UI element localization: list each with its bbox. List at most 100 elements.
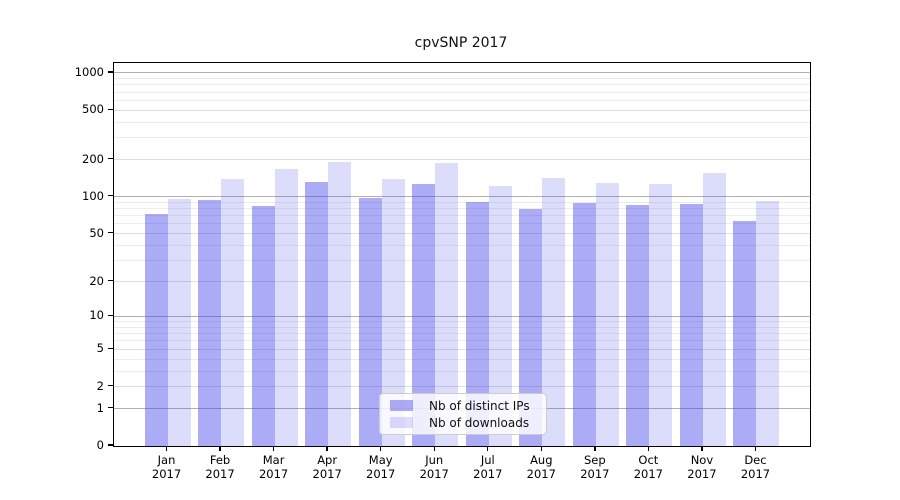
legend-swatch-downloads xyxy=(390,417,413,428)
legend-swatch-ips xyxy=(390,400,413,411)
year-label: 2017 xyxy=(580,467,610,481)
bar-apr-ips xyxy=(305,182,329,446)
x-tick-mark-jun xyxy=(433,446,435,451)
month-label: Nov xyxy=(690,453,714,467)
y-tick-mark-10 xyxy=(108,314,113,317)
year-label: 2017 xyxy=(151,467,182,481)
bar-may-downloads xyxy=(381,179,405,446)
gridline-2 xyxy=(114,386,810,388)
gridline-70 xyxy=(114,215,810,217)
bar-jul-downloads xyxy=(488,186,512,446)
x-tick-label-mar: Mar 2017 xyxy=(247,453,301,481)
bar-mar-downloads xyxy=(274,169,298,446)
x-tick-label-dec: Dec 2017 xyxy=(728,453,782,481)
gridline-200 xyxy=(114,159,810,161)
legend-row-downloads: Nb of downloads xyxy=(386,414,540,431)
bar-sep-downloads xyxy=(595,183,619,446)
bar-oct-ips xyxy=(626,205,650,446)
bar-jun-ips xyxy=(412,184,436,446)
y-tick-label-500: 500 xyxy=(82,102,104,117)
bar-may-ips xyxy=(358,197,382,446)
gridline-60 xyxy=(114,223,810,225)
x-tick-mark-oct xyxy=(647,446,650,451)
x-tick-mark-jan xyxy=(165,446,168,451)
y-tick-mark-5 xyxy=(108,347,113,349)
y-tick-mark-0 xyxy=(108,444,113,446)
gridline-8 xyxy=(114,326,810,328)
y-tick-label-20: 20 xyxy=(89,273,104,288)
bar-nov-ips xyxy=(679,203,703,446)
bar-feb-ips xyxy=(198,200,222,446)
x-tick-label-may: May 2017 xyxy=(354,453,408,481)
month-label: Aug xyxy=(530,453,553,467)
gridline-700 xyxy=(114,91,810,93)
y-tick-label-1000: 1000 xyxy=(74,64,104,79)
month-label: Jan xyxy=(157,453,176,467)
year-label: 2017 xyxy=(312,467,342,481)
year-label: 2017 xyxy=(258,467,289,481)
y-tick-label-200: 200 xyxy=(82,151,104,166)
gridlines-layer xyxy=(114,63,810,446)
month-label: Feb xyxy=(209,453,231,467)
bar-jan-ips xyxy=(144,213,168,446)
month-label: May xyxy=(368,453,393,467)
month-label: Jun xyxy=(425,453,444,467)
x-tick-mark-feb xyxy=(219,446,221,451)
x-tick-mark-jul xyxy=(487,446,489,451)
gridline-50 xyxy=(114,233,810,235)
gridline-600 xyxy=(114,99,810,101)
gridline-3 xyxy=(114,370,810,372)
year-label: 2017 xyxy=(205,467,235,481)
x-tick-mark-aug xyxy=(540,446,542,451)
legend-label-ips: Nb of distinct IPs xyxy=(429,398,530,413)
x-tick-label-aug: Aug 2017 xyxy=(514,453,568,481)
bar-apr-downloads xyxy=(328,162,352,446)
gridline-30 xyxy=(114,260,810,262)
x-tick-mark-mar xyxy=(272,446,275,451)
gridline-90 xyxy=(114,201,810,203)
month-label: Apr xyxy=(317,453,338,467)
y-tick-mark-1000 xyxy=(108,71,113,73)
gridline-10 xyxy=(114,315,810,317)
y-tick-mark-1 xyxy=(108,406,113,409)
y-tick-mark-100 xyxy=(108,195,113,197)
x-tick-label-sep: Sep 2017 xyxy=(568,453,622,481)
month-label: Sep xyxy=(584,453,606,467)
y-tick-label-2: 2 xyxy=(96,378,104,393)
x-tick-label-nov: Nov 2017 xyxy=(675,453,729,481)
gridline-4 xyxy=(114,358,810,360)
y-tick-mark-500 xyxy=(108,108,113,110)
year-label: 2017 xyxy=(419,467,449,481)
y-tick-mark-200 xyxy=(108,157,113,160)
x-tick-label-apr: Apr 2017 xyxy=(300,453,354,481)
x-tick-label-oct: Oct 2017 xyxy=(621,453,675,481)
month-label: Mar xyxy=(262,453,285,467)
year-label: 2017 xyxy=(633,467,664,481)
x-tick-mark-nov xyxy=(701,446,703,451)
year-label: 2017 xyxy=(687,467,717,481)
bar-sep-ips xyxy=(572,202,596,446)
y-tick-label-1: 1 xyxy=(96,400,104,415)
year-label: 2017 xyxy=(473,467,503,481)
bars-layer xyxy=(114,63,810,446)
year-label: 2017 xyxy=(526,467,556,481)
bar-aug-ips xyxy=(519,208,543,446)
gridline-40 xyxy=(114,244,810,246)
legend-row-ips: Nb of distinct IPs xyxy=(386,397,540,414)
gridline-7 xyxy=(114,333,810,335)
x-tick-mark-apr xyxy=(326,446,328,451)
x-tick-mark-dec xyxy=(754,446,757,451)
month-label: Jul xyxy=(480,453,495,467)
y-tick-mark-50 xyxy=(108,231,113,234)
y-tick-label-10: 10 xyxy=(89,308,104,323)
x-tick-mark-may xyxy=(379,446,382,451)
y-tick-label-100: 100 xyxy=(82,188,104,203)
gridline-20 xyxy=(114,281,810,283)
year-label: 2017 xyxy=(740,467,771,481)
gridline-400 xyxy=(114,121,810,123)
bar-dec-ips xyxy=(733,220,757,446)
gridline-900 xyxy=(114,78,810,80)
gridline-100 xyxy=(114,196,810,198)
gridline-500 xyxy=(114,109,810,111)
